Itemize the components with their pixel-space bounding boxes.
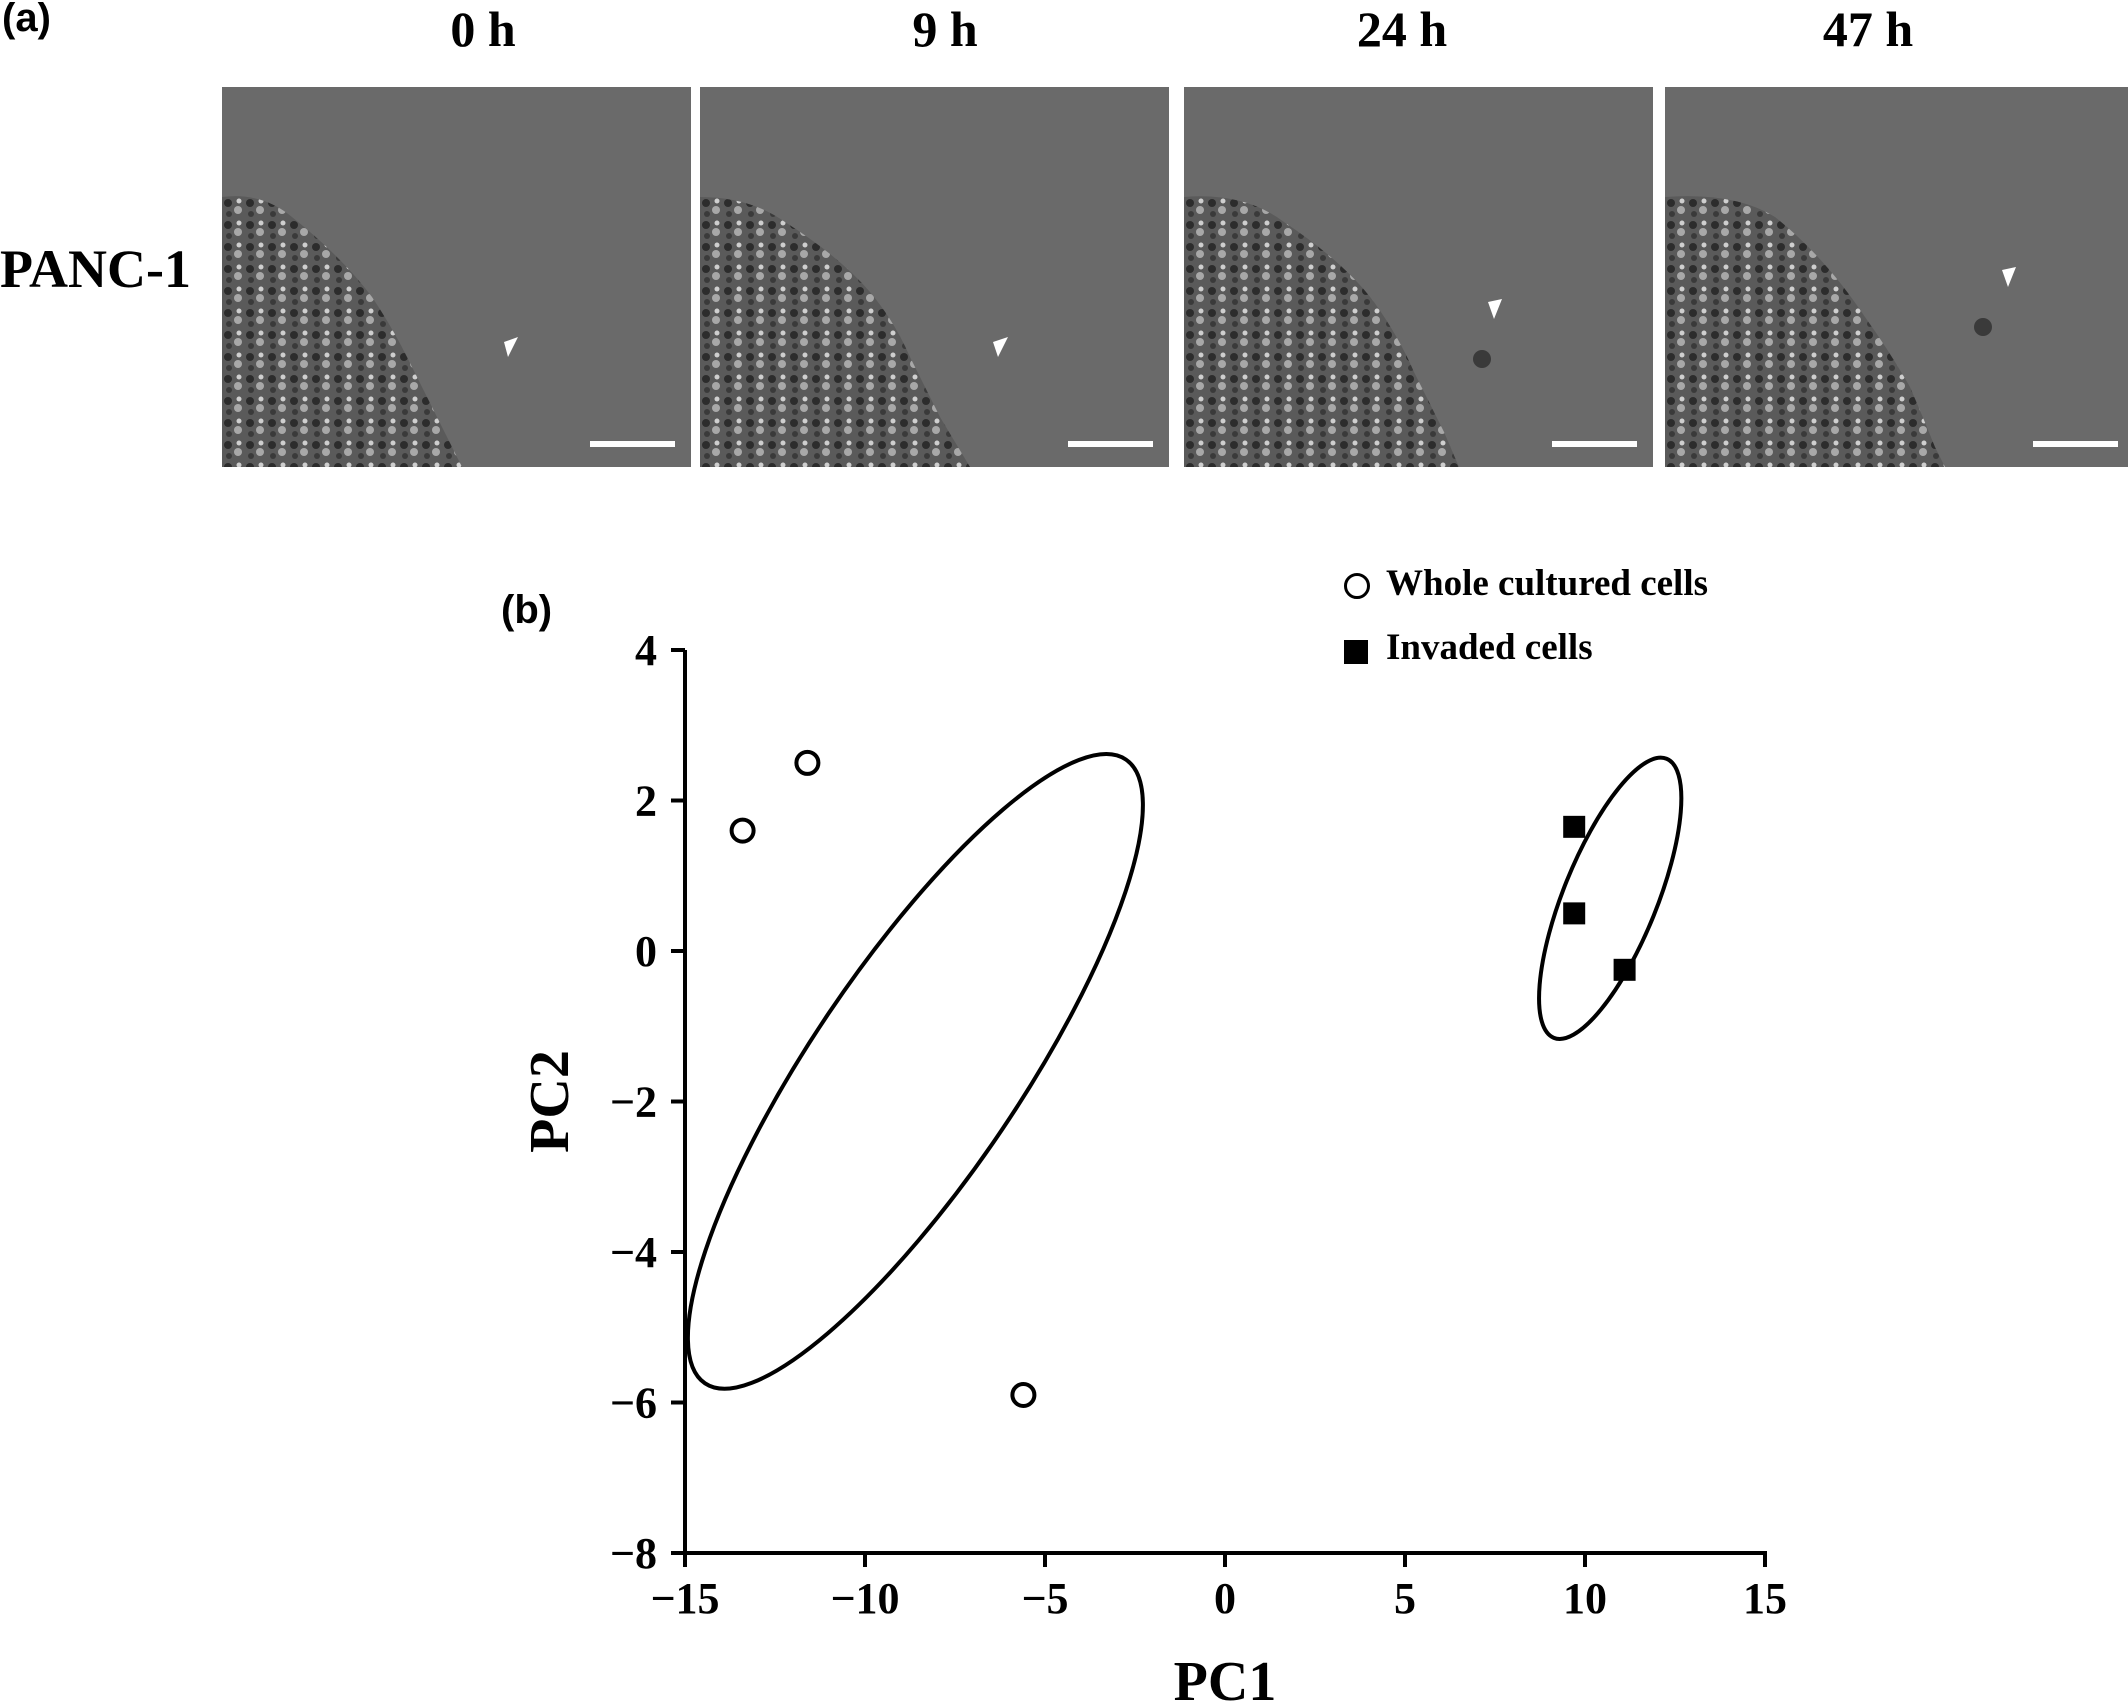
invading-cell xyxy=(1473,350,1491,368)
invading-cell xyxy=(1974,318,1992,336)
y-tick-label: 4 xyxy=(635,626,657,675)
legend-label: Invaded cells xyxy=(1386,627,1593,668)
x-tick-label: −15 xyxy=(650,1574,719,1623)
timepoint-label-0h: 0 h xyxy=(450,1,516,57)
y-tick-label: −8 xyxy=(610,1529,657,1578)
panel-a-label: (a) xyxy=(2,0,51,40)
x-tick-label: 10 xyxy=(1563,1574,1607,1623)
data-point-whole-cultured-cells xyxy=(1010,1381,1037,1408)
data-point-whole-cultured-cells xyxy=(729,817,756,844)
data-point-whole-cultured-cells xyxy=(794,749,821,776)
cell-line-label: PANC-1 xyxy=(0,239,191,299)
micrograph-47h xyxy=(1665,87,2128,467)
micrograph-9h xyxy=(700,87,1169,467)
arrowhead-marker xyxy=(504,337,518,357)
x-axis-label: PC1 xyxy=(1174,1651,1277,1708)
scale-bar xyxy=(2033,441,2118,447)
open-circle-marker-icon xyxy=(1344,573,1370,599)
timepoint-label-24h: 24 h xyxy=(1356,1,1448,57)
scale-bar xyxy=(1552,441,1637,447)
data-point-invaded-cells xyxy=(1563,902,1586,925)
timepoint-label-47h: 47 h xyxy=(1822,1,1914,57)
data-point-invaded-cells xyxy=(1613,958,1636,981)
scale-bar xyxy=(1068,441,1153,447)
timepoint-label-9h: 9 h xyxy=(912,1,978,57)
y-tick-label: −4 xyxy=(610,1228,657,1277)
y-tick-label: −6 xyxy=(610,1379,657,1428)
x-tick-label: 0 xyxy=(1214,1574,1236,1623)
cell-mass xyxy=(700,197,970,467)
legend-label: Whole cultured cells xyxy=(1386,563,1709,604)
arrowhead-marker xyxy=(1488,299,1502,319)
y-tick-label: −2 xyxy=(610,1078,657,1127)
x-tick-label: −10 xyxy=(830,1574,899,1623)
group-ellipse xyxy=(685,752,1145,1391)
cell-mass xyxy=(222,196,462,467)
data-point-invaded-cells xyxy=(1563,815,1586,838)
arrowhead-marker xyxy=(993,337,1008,357)
x-tick-label: 15 xyxy=(1743,1574,1787,1623)
scale-bar xyxy=(590,441,675,447)
cell-mass xyxy=(1184,196,1459,467)
group-ellipse xyxy=(1537,755,1684,1041)
x-tick-label: −5 xyxy=(1021,1574,1068,1623)
y-tick-label: 2 xyxy=(635,777,657,826)
cell-mass xyxy=(1665,196,1945,467)
filled-square-marker-icon xyxy=(1344,640,1368,664)
x-tick-label: 5 xyxy=(1394,1574,1416,1623)
panel-b-label: (b) xyxy=(501,588,553,632)
arrowhead-marker xyxy=(2002,267,2016,287)
micrograph-24h xyxy=(1184,87,1653,467)
micrograph-0h xyxy=(222,87,691,467)
y-axis-label: PC2 xyxy=(519,1050,581,1153)
y-tick-label: 0 xyxy=(635,927,657,976)
